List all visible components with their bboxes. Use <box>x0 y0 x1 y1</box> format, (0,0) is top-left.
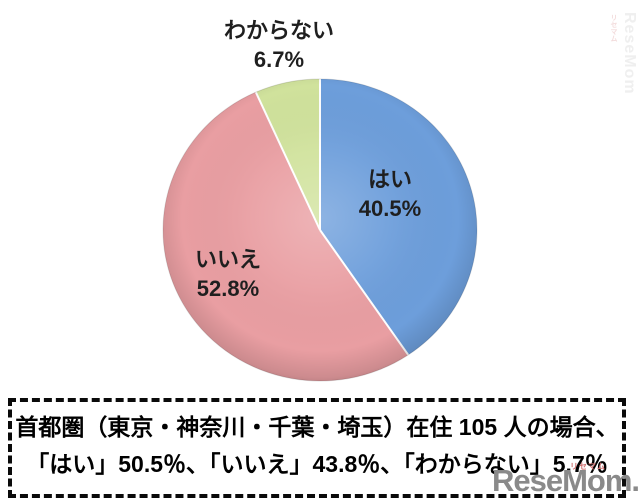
watermark-side-sub: リセマム <box>610 14 617 42</box>
pie-label-hai-pct: 40.5% <box>358 196 422 221</box>
pie-label-iie-text: いいえ <box>194 247 261 272</box>
caption-box: 首都圏（東京・神奈川・千葉・埼玉）在住 105 人の場合、 「はい」50.5％、… <box>8 398 626 498</box>
pie-label-wakaranai-text: わからない <box>223 18 334 43</box>
pie-label-iie-pct: 52.8% <box>196 276 260 301</box>
caption-line-1: 首都圏（東京・神奈川・千葉・埼玉）在住 105 人の場合、 <box>15 414 619 440</box>
watermark-resemom-logo: ReseMom. <box>491 463 640 498</box>
pie-label-hai-text: はい <box>367 167 412 192</box>
pie-label-iie: いいえ 52.8% <box>148 245 308 303</box>
pie-label-wakaranai: わからない 6.7% <box>159 16 399 74</box>
watermark-side-resemom: ReseMom <box>621 12 638 95</box>
pie-label-hai: はい 40.5% <box>310 165 470 223</box>
pie-rim-shading <box>162 78 478 382</box>
pie-label-wakaranai-pct: 6.7% <box>253 47 305 72</box>
watermark-sub-label: リセマム <box>570 462 606 471</box>
caption-line-2: 「はい」50.5％、「いいえ」43.8％、「わからない」5.7％ <box>26 451 608 477</box>
